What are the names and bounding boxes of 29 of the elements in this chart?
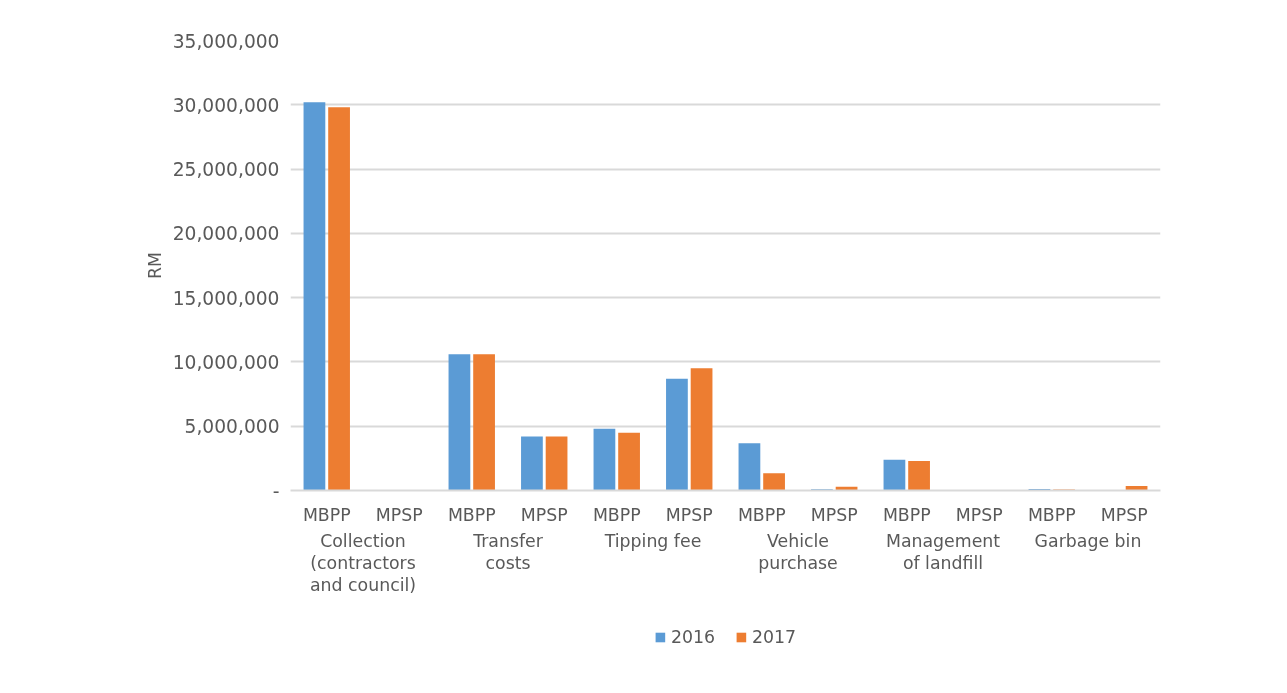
y-tick-label: 15,000,000 bbox=[172, 287, 280, 309]
y-tick-label: 35,000,000 bbox=[172, 30, 280, 52]
x-tick-label: MBPP bbox=[302, 504, 351, 525]
text: Vehicle purchase bbox=[758, 531, 838, 574]
x-tick-label: MPSP bbox=[1100, 504, 1148, 525]
x-tick-label: MBPP bbox=[447, 504, 496, 525]
y-tick-label: 20,000,000 bbox=[172, 223, 280, 245]
text: Management of landfill bbox=[885, 531, 1001, 574]
y-tick-label: - bbox=[272, 480, 280, 502]
text: Collection (contractors and council) bbox=[309, 531, 417, 596]
y-tick-label: 10,000,000 bbox=[172, 351, 280, 373]
x-tick-label: MBPP bbox=[1027, 504, 1076, 525]
y-tick-label: 30,000,000 bbox=[172, 94, 280, 116]
x-tick-label: MPSP bbox=[955, 504, 1003, 525]
x-tick-label: MBPP bbox=[592, 504, 641, 525]
legend-label: 2016 bbox=[670, 627, 715, 647]
legend-label: 2017 bbox=[752, 627, 797, 647]
y-tick-label: 25,000,000 bbox=[172, 159, 280, 181]
x-tick-label: MPSP bbox=[520, 504, 568, 525]
x-tick-label: MPSP bbox=[810, 504, 858, 525]
x-tick-label: MBPP bbox=[882, 504, 931, 525]
x-tick-label: MBPP bbox=[737, 504, 786, 525]
text: Garbage bin bbox=[1034, 531, 1142, 552]
y-axis-title: RM bbox=[144, 252, 165, 279]
text: Transfer costs bbox=[472, 531, 544, 574]
x-tick-label: MPSP bbox=[375, 504, 423, 525]
y-tick-label: 5,000,000 bbox=[184, 416, 280, 438]
text: Tipping fee bbox=[603, 531, 702, 552]
x-tick-label: MPSP bbox=[665, 504, 713, 525]
